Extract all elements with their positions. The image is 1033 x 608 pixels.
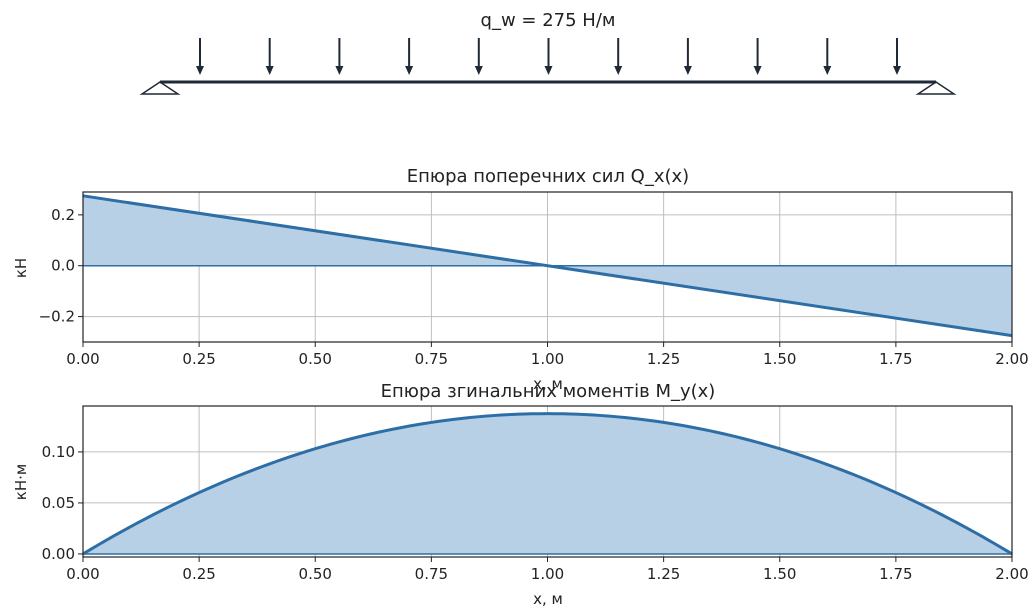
shear-x-tick-label: 0.25 (182, 350, 215, 368)
moment-x-tick-label: 1.75 (879, 565, 912, 583)
shear-y-tick-label: 0.2 (51, 206, 75, 224)
shear-x-tick-label: 0.50 (299, 350, 332, 368)
moment-x-tick-label: 0.75 (415, 565, 448, 583)
moment-x-tick-label: 2.00 (995, 565, 1028, 583)
load-arrow-icon (474, 38, 483, 75)
moment-series-line (82, 412, 1013, 556)
moment-x-tick-label: 0.00 (66, 565, 99, 583)
moment-y-tick-label: 0.00 (42, 545, 75, 563)
moment-y-tick-label: 0.10 (42, 443, 75, 461)
left-support-icon (139, 81, 181, 95)
moment-series (82, 412, 1013, 556)
shear-x-tick-label: 0.00 (66, 350, 99, 368)
shear-x-axis-label: x, м (533, 375, 563, 393)
load-arrow-icon (893, 38, 901, 75)
bending-moment-chart: Епюра згинальних моментів M_y(x) 0.00 0.2… (12, 381, 1029, 608)
load-arrow-icon (196, 38, 204, 75)
load-label: q_w = 275 Н/м (481, 10, 616, 31)
shear-chart-title: Епюра поперечних сил Q_x(x) (407, 166, 689, 187)
shear-y-ticks: −0.2 0.0 0.2 (39, 206, 83, 326)
moment-x-tick-label: 1.25 (647, 565, 680, 583)
distributed-load-arrows (196, 38, 901, 75)
shear-force-chart: Епюра поперечних сил Q_x(x) 0.00 0.25 0.50… (12, 166, 1029, 393)
beam-diagram: q_w = 275 Н/м (139, 10, 957, 95)
moment-y-ticks: 0.00 0.05 0.10 (42, 443, 83, 563)
moment-y-tick-label: 0.05 (42, 494, 75, 512)
shear-series-line (82, 194, 1013, 338)
load-arrow-icon (544, 38, 553, 75)
moment-y-axis-label: кН·м (12, 464, 30, 500)
moment-x-axis-label: x, м (533, 590, 563, 608)
right-support-icon (915, 81, 957, 95)
load-arrow-icon (753, 38, 762, 75)
shear-x-tick-label: 2.00 (995, 350, 1028, 368)
shear-x-tick-label: 1.25 (647, 350, 680, 368)
shear-x-tick-label: 0.75 (415, 350, 448, 368)
load-arrow-icon (823, 38, 832, 75)
shear-y-tick-label: −0.2 (39, 308, 75, 326)
shear-x-tick-label: 1.75 (879, 350, 912, 368)
shear-x-ticks: 0.00 0.25 0.50 0.75 1.00 1.25 1.50 1.75 2.00 (66, 342, 1029, 368)
shear-x-tick-label: 1.50 (763, 350, 796, 368)
shear-x-tick-label: 1.00 (531, 350, 564, 368)
moment-chart-title: Епюра згинальних моментів M_y(x) (381, 381, 716, 402)
shear-series (82, 194, 1013, 338)
load-arrow-icon (405, 38, 414, 75)
moment-x-tick-label: 1.50 (763, 565, 796, 583)
moment-x-tick-label: 0.50 (299, 565, 332, 583)
load-arrow-icon (614, 38, 623, 75)
moment-x-ticks: 0.00 0.25 0.50 0.75 1.00 1.25 1.50 1.75 2.00 (66, 557, 1029, 583)
load-arrow-icon (683, 38, 692, 75)
load-arrow-icon (265, 38, 274, 75)
load-arrow-icon (335, 38, 344, 75)
moment-x-tick-label: 1.00 (531, 565, 564, 583)
shear-y-tick-label: 0.0 (51, 257, 75, 275)
moment-x-tick-label: 0.25 (182, 565, 215, 583)
shear-y-axis-label: кН (12, 258, 30, 278)
